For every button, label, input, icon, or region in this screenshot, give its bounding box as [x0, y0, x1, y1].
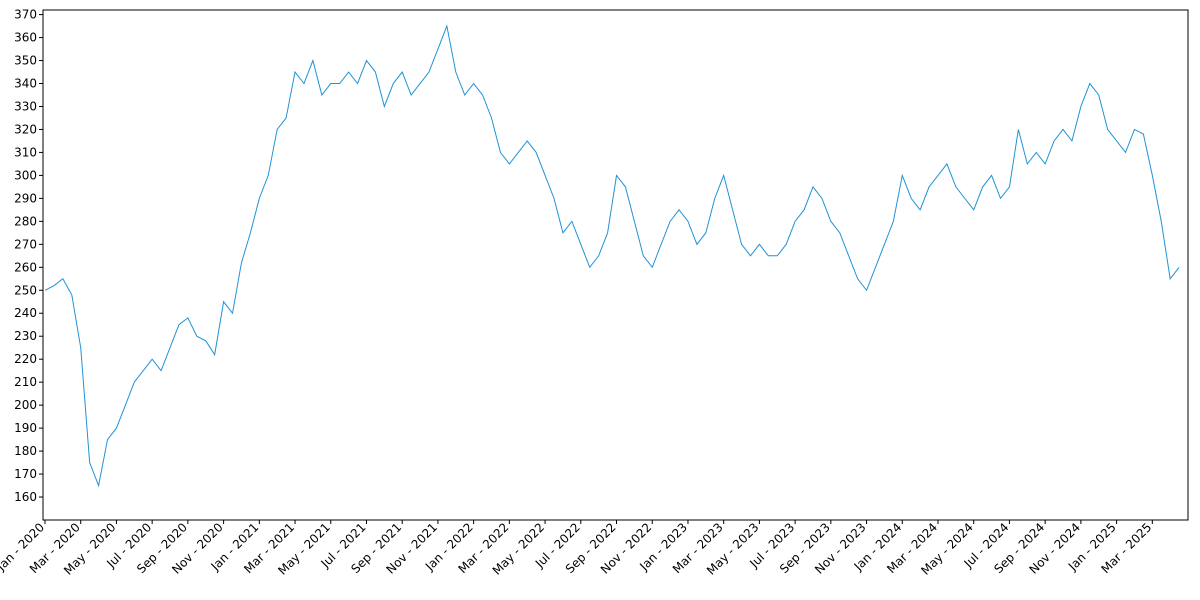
y-tick-label: 250 [14, 283, 37, 297]
y-tick-label: 220 [14, 352, 37, 366]
y-tick-label: 370 [14, 8, 37, 22]
y-tick-label: 260 [14, 260, 37, 274]
y-tick-label: 300 [14, 168, 37, 182]
y-tick-label: 170 [14, 467, 37, 481]
y-tick-label: 340 [14, 77, 37, 91]
y-tick-label: 200 [14, 398, 37, 412]
y-tick-label: 350 [14, 54, 37, 68]
y-tick-label: 310 [14, 145, 37, 159]
price-line [44, 24, 1180, 488]
y-tick-label: 360 [14, 31, 37, 45]
y-tick-label: 320 [14, 122, 37, 136]
y-tick-label: 270 [14, 237, 37, 251]
y-tick-label: 190 [14, 421, 37, 435]
y-tick-label: 280 [14, 214, 37, 228]
y-tick-label: 160 [14, 490, 37, 504]
y-tick-label: 240 [14, 306, 37, 320]
y-tick-label: 230 [14, 329, 37, 343]
y-tick-label: 290 [14, 191, 37, 205]
y-tick-label: 330 [14, 99, 37, 113]
y-tick-label: 180 [14, 444, 37, 458]
y-tick-label: 210 [14, 375, 37, 389]
plot-frame [42, 9, 1189, 521]
